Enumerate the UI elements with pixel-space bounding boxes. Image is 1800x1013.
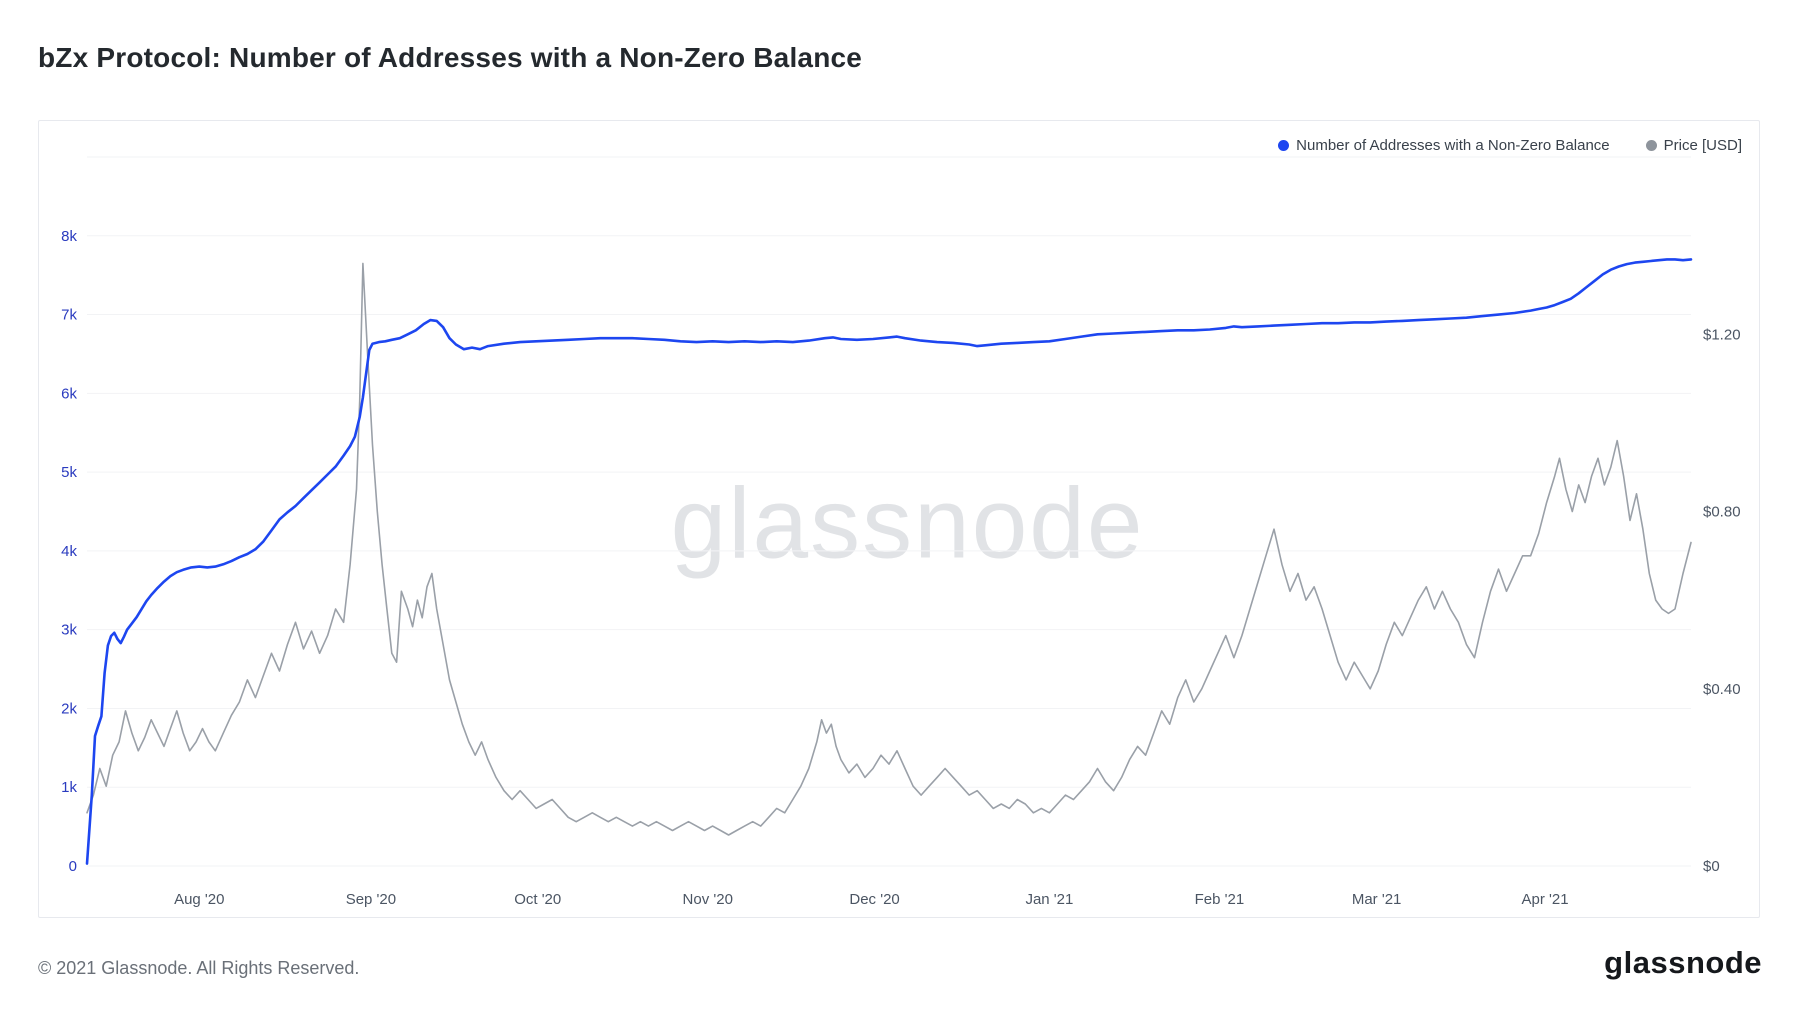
legend-label-price: Price [USD]	[1663, 137, 1742, 154]
legend-label-addresses: Number of Addresses with a Non-Zero Bala…	[1296, 137, 1610, 154]
legend-item-addresses[interactable]: Number of Addresses with a Non-Zero Bala…	[1278, 137, 1610, 154]
y-axis-left-tick: 7k	[61, 307, 77, 324]
x-axis-tick: Nov '20	[683, 891, 733, 908]
price-series-dot-icon	[1645, 140, 1657, 151]
y-axis-left-tick: 2k	[61, 700, 77, 717]
price-line[interactable]	[86, 262, 1692, 836]
x-axis-tick: Sep '20	[346, 891, 396, 908]
y-axis-left-tick: 5k	[61, 464, 77, 481]
y-axis-left-tick: 4k	[61, 543, 77, 560]
x-axis-tick: Oct '20	[514, 891, 561, 908]
y-axis-left-tick: 0	[69, 858, 77, 875]
x-axis-tick: Aug '20	[174, 891, 224, 908]
y-axis-left-tick: 1k	[61, 779, 77, 796]
y-axis-left-tick: 3k	[61, 622, 77, 639]
y-axis-left-tick: 8k	[61, 228, 77, 245]
x-axis-tick: Jan '21	[1025, 891, 1073, 908]
addresses-line[interactable]	[85, 258, 1693, 865]
y-axis-right-tick: $0.80	[1703, 504, 1741, 521]
x-axis-tick: Feb '21	[1195, 891, 1245, 908]
glassnode-logo: glassnode	[1604, 945, 1762, 980]
legend-item-price[interactable]: Price [USD]	[1645, 137, 1742, 154]
chart-canvas[interactable]: 0 1k 2k 3k 4k 5k 6k 7k 8k $0 $0.40 $0.80 $1.20 Aug '2…	[39, 121, 1759, 917]
chart-panel: Number of Addresses with a Non-Zero Bala…	[38, 120, 1760, 918]
chart-legend: Number of Addresses with a Non-Zero Bala…	[1278, 137, 1742, 154]
y-axis-left-tick: 6k	[61, 385, 77, 402]
y-axis-right-tick: $1.20	[1703, 326, 1741, 343]
x-axis-tick: Dec '20	[849, 891, 899, 908]
x-axis-tick: Mar '21	[1352, 891, 1402, 908]
y-axis-right-tick: $0.40	[1703, 681, 1741, 698]
footer-copyright: © 2021 Glassnode. All Rights Reserved.	[38, 958, 360, 978]
y-axis-right-tick: $0	[1703, 858, 1720, 875]
addresses-series-dot-icon	[1278, 140, 1290, 151]
x-axis-tick: Apr '21	[1522, 891, 1569, 908]
page-title: bZx Protocol: Number of Addresses with a…	[38, 42, 863, 73]
